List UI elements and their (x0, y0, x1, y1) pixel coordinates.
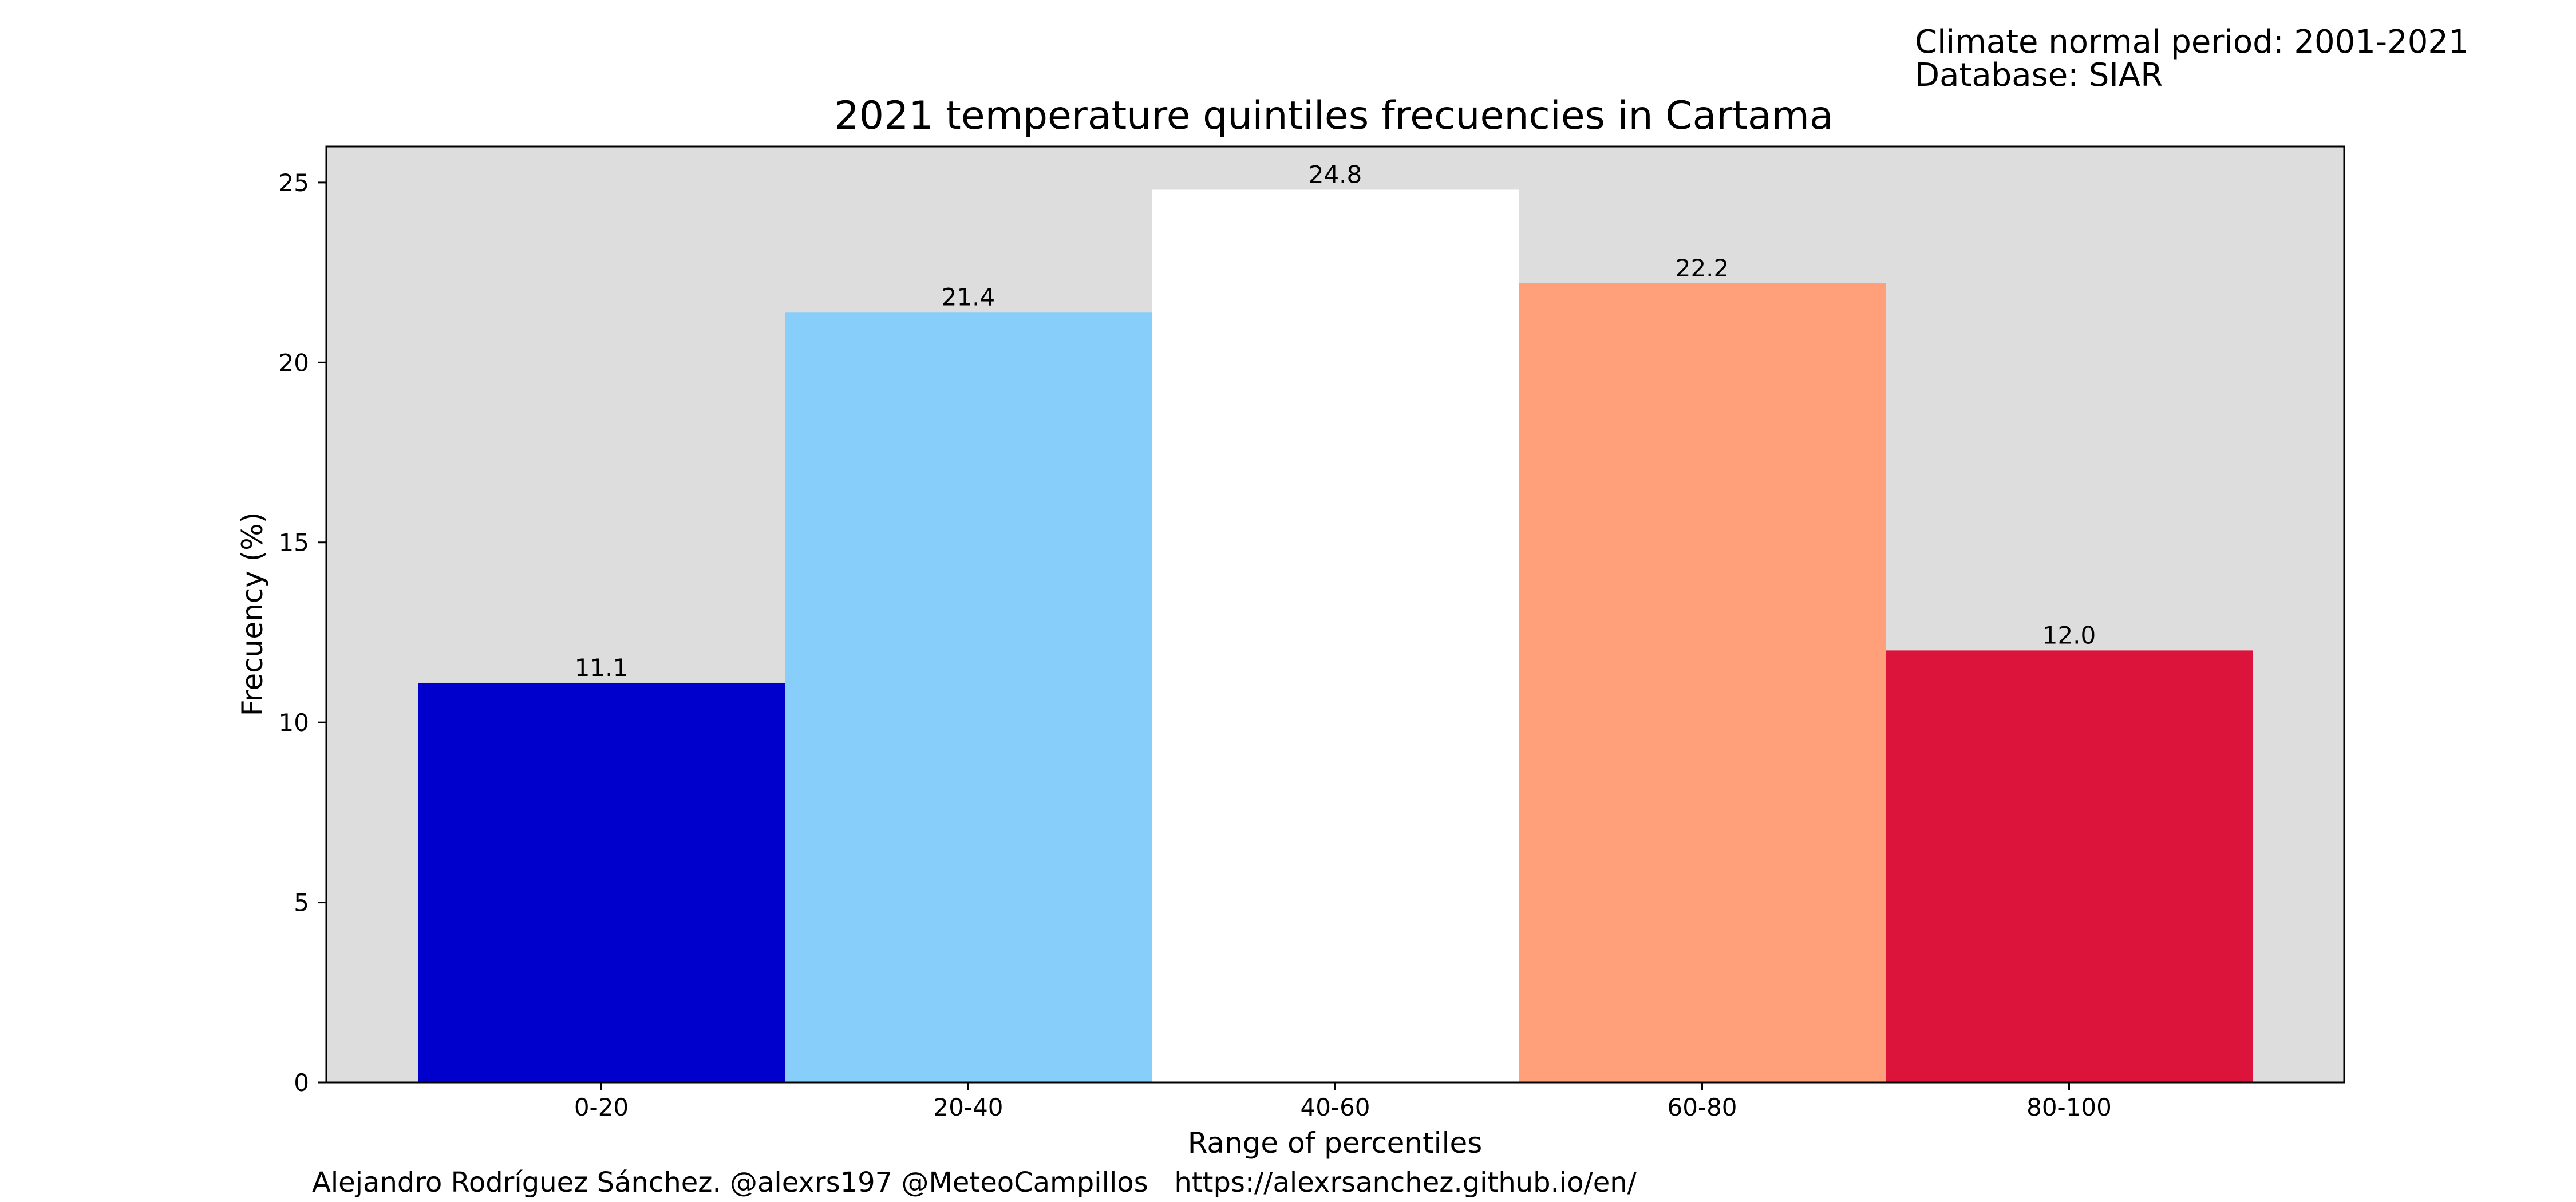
value-labels-layer: 11.1 21.4 24.8 22.2 12.0 (575, 160, 2096, 682)
y-tick-label-20: 20 (279, 349, 309, 377)
value-label-40-60: 24.8 (1309, 160, 1362, 188)
x-tick-label-20-40: 20-40 (933, 1093, 1003, 1121)
x-axis-label: Range of percentiles (1188, 1126, 1483, 1160)
database-note: Database: SIAR (1915, 57, 2163, 94)
bar-0-20 (418, 682, 785, 1082)
x-tick-label-80-100: 80-100 (2026, 1093, 2112, 1121)
bar-60-80 (1519, 283, 1886, 1082)
bar-80-100 (1886, 650, 2253, 1082)
y-tick-label-15: 15 (279, 529, 309, 557)
y-tick-label-25: 25 (279, 169, 309, 197)
footer-credit: Alejandro Rodríguez Sánchez. @alexrs197 … (312, 1167, 1637, 1199)
y-tick-label-5: 5 (294, 889, 309, 917)
climate-normal-period-note: Climate normal period: 2001-2021 (1915, 23, 2469, 61)
bars-layer (418, 189, 2253, 1082)
bar-40-60 (1152, 189, 1519, 1082)
x-tick-label-0-20: 0-20 (574, 1093, 629, 1121)
bar-20-40 (785, 312, 1152, 1082)
chart-title: 2021 temperature quintiles frecuencies i… (834, 93, 1833, 139)
x-axis: 0-20 20-40 40-60 60-80 80-100 (574, 1082, 2112, 1121)
value-label-20-40: 21.4 (942, 283, 995, 311)
y-tick-label-10: 10 (279, 709, 309, 737)
value-label-0-20: 11.1 (575, 654, 629, 682)
y-axis-label: Frecuency (%) (236, 512, 269, 716)
plot-frame (325, 145, 2345, 1084)
x-tick-label-40-60: 40-60 (1300, 1093, 1370, 1121)
y-tick-label-0: 0 (294, 1069, 309, 1097)
value-label-80-100: 12.0 (2042, 621, 2096, 649)
value-label-60-80: 22.2 (1676, 254, 1729, 282)
x-tick-label-60-80: 60-80 (1667, 1093, 1737, 1121)
y-axis: 0 5 10 15 20 25 (279, 169, 326, 1097)
